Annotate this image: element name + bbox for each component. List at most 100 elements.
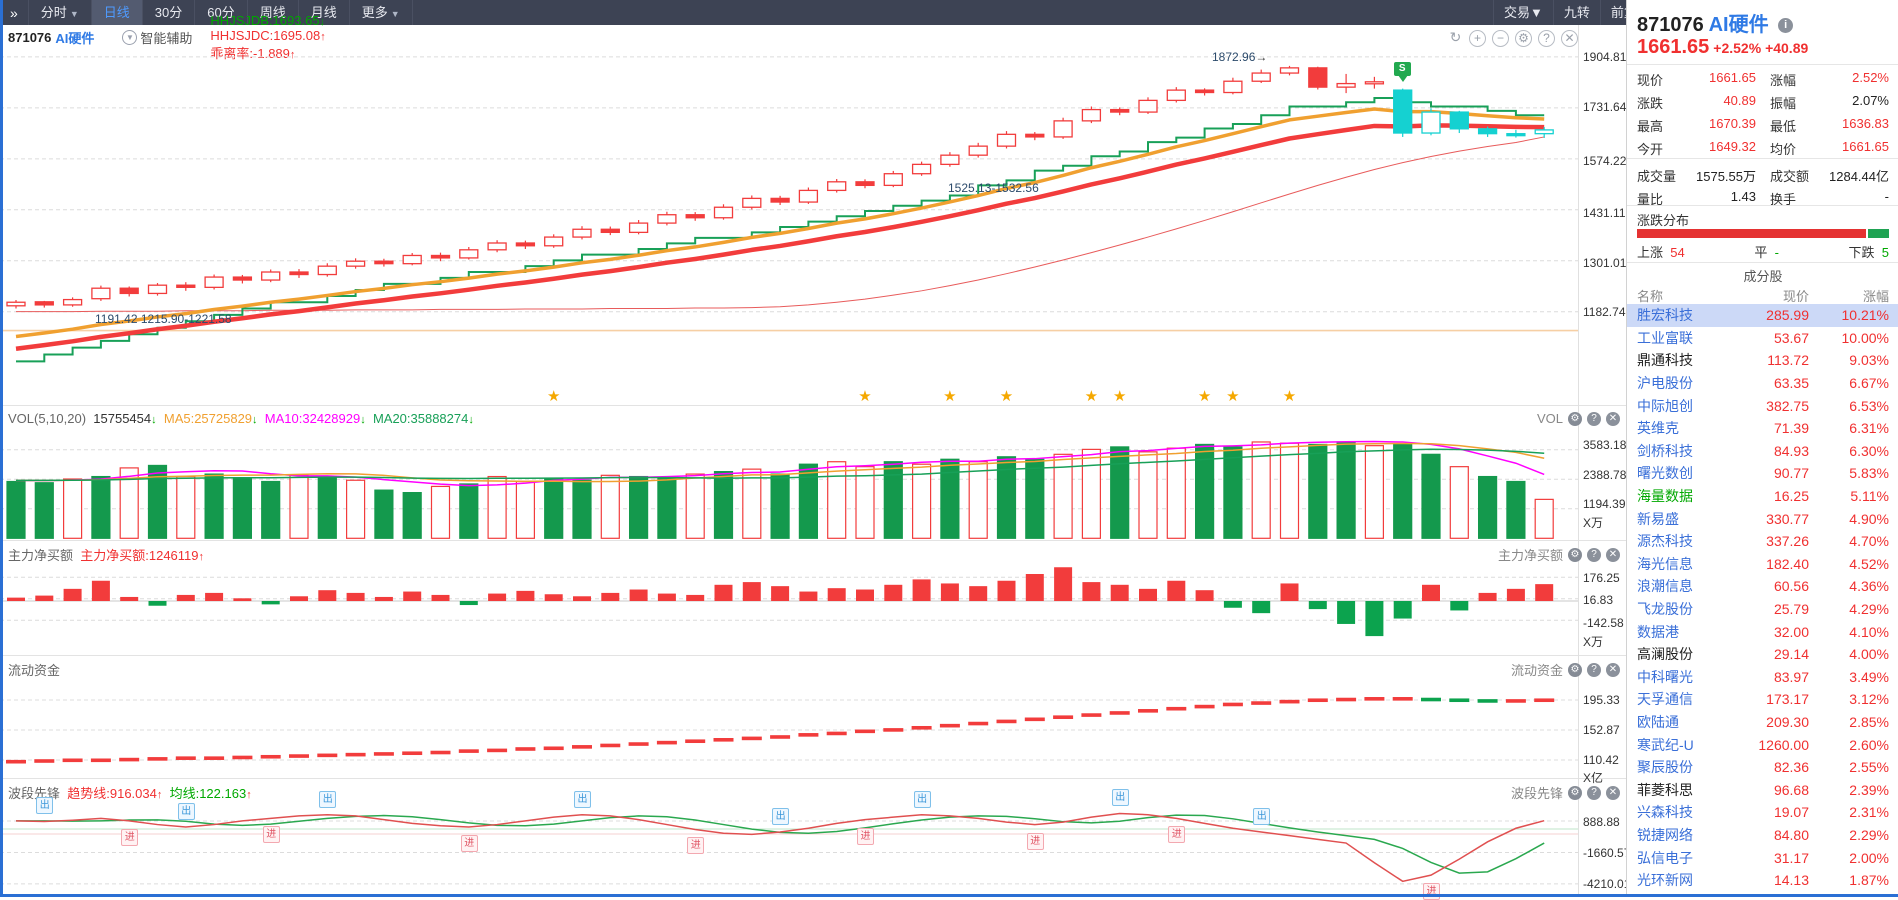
price-annotation-mid: 1525.13-1532.56 [948, 181, 1039, 195]
tab-60分[interactable]: 60分 [195, 0, 248, 25]
table-row[interactable]: 新易盛 330.77 4.90% [1637, 510, 1889, 527]
close-pane-icon[interactable]: ✕ [1606, 547, 1620, 562]
quote-title: 871076 AI硬件 i [1637, 8, 1794, 37]
table-row[interactable]: 沪电股份 63.35 6.67% [1637, 375, 1889, 392]
svg-text:★: ★ [1198, 388, 1211, 405]
down-segment [1867, 229, 1889, 238]
tab-周线[interactable]: 周线 [248, 0, 299, 25]
table-row[interactable]: 源杰科技 337.26 4.70% [1637, 533, 1889, 550]
collapse-panel-icon[interactable]: » [10, 4, 18, 21]
help-icon[interactable]: ? [1538, 30, 1555, 47]
table-row[interactable]: 曙光数创 90.77 5.83% [1637, 465, 1889, 482]
constituents-title: 成分股 [1743, 269, 1783, 284]
svg-text:★: ★ [1283, 388, 1296, 405]
up-segment [1637, 229, 1866, 238]
toolbar-button-交易[interactable]: 交易▼ [1492, 0, 1553, 25]
table-row[interactable]: 中际旭创 382.75 6.53% [1637, 397, 1889, 414]
tab-日线[interactable]: 日线 [91, 0, 143, 25]
tab-月线[interactable]: 月线 [299, 0, 350, 25]
table-row[interactable]: 兴森科技 19.07 2.31% [1637, 804, 1889, 821]
table-row[interactable]: 剑桥科技 84.93 6.30% [1637, 442, 1889, 459]
window-border-left [0, 0, 3, 897]
help-icon[interactable]: ? [1587, 547, 1601, 562]
chevron-down-icon: ▼ [1529, 5, 1543, 20]
close-pane-icon[interactable]: ✕ [1561, 30, 1578, 47]
stat-row: 现价 1661.65 涨幅 2.52% [1637, 68, 1889, 91]
close-pane-icon[interactable]: ✕ [1606, 785, 1620, 800]
help-icon[interactable]: ? [1587, 411, 1601, 426]
vol-pane-controls: VOL ⚙? ✕ [1537, 411, 1620, 426]
axis-tick-label: 1194.39 [1583, 497, 1626, 511]
chart-header: 871076 AI硬件 ▼ 智能辅助 HHJSJDB:1693.65↓ HHJSJ… [0, 13, 1626, 61]
table-row[interactable]: 寒武纪-U 1260.00 2.60% [1637, 736, 1889, 753]
table-row[interactable]: 菲菱科思 96.68 2.39% [1637, 781, 1889, 798]
tab-30分[interactable]: 30分 [143, 0, 196, 25]
constituents-table: 胜宏科技 285.99 10.21% 工业富联 53.67 10.00% 鼎通科技 113.7… [1627, 304, 1898, 891]
refresh-icon[interactable]: ↻ [1448, 29, 1463, 45]
chart-tool-icons: ↻ + − ⚙ ? ✕ [1448, 30, 1578, 47]
table-row[interactable]: 光环新网 14.13 1.87% [1637, 872, 1889, 889]
table-row[interactable]: 中科曙光 83.97 3.49% [1637, 668, 1889, 685]
axis-tick-label: 1182.74 [1583, 305, 1626, 319]
indicator-value: 乖离率:-1.889↑ [210, 45, 296, 61]
quote-price: 1661.65 +2.52% +40.89 [1637, 36, 1809, 58]
svg-text:★: ★ [1000, 388, 1013, 405]
table-row[interactable]: 鼎通科技 113.72 9.03% [1637, 352, 1889, 369]
settings-gear-icon[interactable]: ⚙ [1568, 547, 1582, 562]
table-row[interactable]: 数据港 32.00 4.10% [1637, 623, 1889, 640]
table-row[interactable]: 高澜股份 29.14 4.00% [1637, 646, 1889, 663]
divider [1627, 158, 1898, 159]
svg-text:★: ★ [1113, 388, 1126, 405]
symbol-name[interactable]: AI硬件 [55, 30, 95, 46]
axis-tick-label: X万 [1583, 635, 1604, 649]
settings-gear-icon[interactable]: ⚙ [1515, 30, 1532, 47]
main-candlestick-chart[interactable]: ★ ★ ★ ★ ★ ★ ★ ★ ★ [0, 49, 1578, 405]
volume-chart[interactable] [0, 405, 1578, 540]
axis-tick-label: 110.42 [1583, 753, 1619, 767]
settings-gear-icon[interactable]: ⚙ [1568, 662, 1582, 677]
help-icon[interactable]: ? [1587, 662, 1601, 677]
zoom-out-icon[interactable]: − [1492, 30, 1509, 47]
tab-更多[interactable]: 更多 ▼ [350, 0, 413, 25]
axis-divider [1578, 25, 1579, 894]
table-row[interactable]: 英维克 71.39 6.31% [1637, 420, 1889, 437]
pane-divider [0, 655, 1626, 656]
table-row[interactable]: 欧陆通 209.30 2.85% [1637, 713, 1889, 730]
exit-signal-badge: 出 [574, 790, 591, 808]
exit-signal-badge: 出 [177, 803, 195, 821]
table-row[interactable]: 浪潮信息 60.56 4.36% [1637, 578, 1889, 595]
stat-row: 成交量 1575.55万 成交额 1284.44亿 [1637, 164, 1889, 187]
divider [1627, 262, 1898, 263]
toolbar-button-九转[interactable]: 九转 [1552, 0, 1600, 25]
tab-分时[interactable]: 分时 ▼ [27, 0, 92, 25]
table-row[interactable]: 胜宏科技 285.99 10.21% [1627, 304, 1898, 327]
stat-现价: 现价 1661.65 [1637, 70, 1756, 88]
table-row[interactable]: 弘信电子 31.17 2.00% [1637, 849, 1889, 866]
table-row[interactable]: 锐捷网络 84.80 2.29% [1637, 826, 1889, 843]
table-row[interactable]: 海光信息 182.40 4.52% [1637, 555, 1889, 572]
ld-pane-controls: 流动资金 ⚙? ✕ [1511, 660, 1620, 679]
bd-pane-controls: 波段先锋 ⚙? ✕ [1511, 783, 1620, 802]
smart-assist-toggle[interactable]: ▼ 智能辅助 [122, 28, 192, 47]
table-row[interactable]: 飞龙股份 25.79 4.29% [1637, 601, 1889, 618]
settings-gear-icon[interactable]: ⚙ [1568, 785, 1582, 800]
settings-gear-icon[interactable]: ⚙ [1568, 411, 1582, 426]
table-row[interactable]: 天孚通信 173.17 3.12% [1637, 691, 1889, 708]
zoom-in-icon[interactable]: + [1469, 30, 1486, 47]
axis-tick-label: 3583.18 [1583, 438, 1627, 452]
close-pane-icon[interactable]: ✕ [1606, 662, 1620, 677]
bd-pane-header: 波段先锋 趋势线:916.034↑ 均线:122.163↑ [8, 786, 252, 801]
distribution-title: 涨跌分布 [1637, 213, 1690, 228]
table-row[interactable]: 工业富联 53.67 10.00% [1637, 329, 1889, 346]
flow-funds-chart[interactable] [0, 655, 1578, 778]
enter-signal-badge: 进 [1026, 832, 1044, 850]
enter-signal-badge: 进 [1168, 826, 1186, 844]
help-icon[interactable]: ? [1587, 785, 1601, 800]
table-row[interactable]: 海量数据 16.25 5.11% [1637, 488, 1889, 505]
stat-均价: 均价 1661.65 [1770, 139, 1889, 157]
close-pane-icon[interactable]: ✕ [1606, 411, 1620, 426]
exit-signal-badge: 出 [1111, 789, 1129, 807]
main-net-buy-chart[interactable] [0, 540, 1578, 655]
info-icon[interactable]: i [1778, 18, 1794, 34]
table-row[interactable]: 聚辰股份 82.36 2.55% [1637, 759, 1889, 776]
